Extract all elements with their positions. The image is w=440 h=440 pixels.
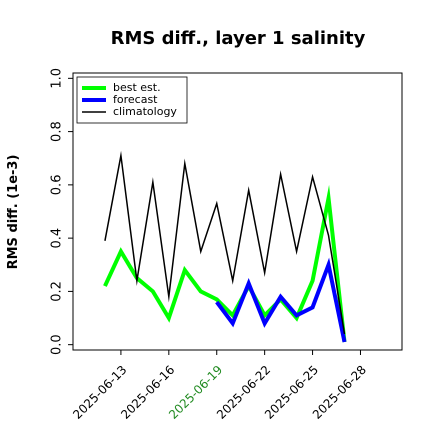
series-line-best-est [103, 184, 347, 343]
chart-title: RMS diff., layer 1 salinity [111, 28, 366, 49]
y-tick-label: 0.4 [50, 228, 65, 249]
y-tick-label: 0.2 [50, 281, 65, 302]
plot-frame [72, 72, 403, 351]
y-tick-label: 0.6 [50, 175, 65, 196]
y-axis-label: RMS diff. (1e-3) [6, 155, 21, 270]
plot-area [103, 150, 347, 343]
series-line-forecast [215, 257, 347, 343]
y-tick-label: 0.0 [50, 334, 65, 355]
y-tick-label: 0.8 [50, 121, 65, 142]
y-tick-label: 1.0 [50, 68, 65, 89]
legend-label: forecast [113, 93, 158, 106]
legend-label: best est. [113, 81, 161, 94]
legend-label: climatology [113, 105, 177, 118]
series-line-climatology [104, 150, 346, 335]
